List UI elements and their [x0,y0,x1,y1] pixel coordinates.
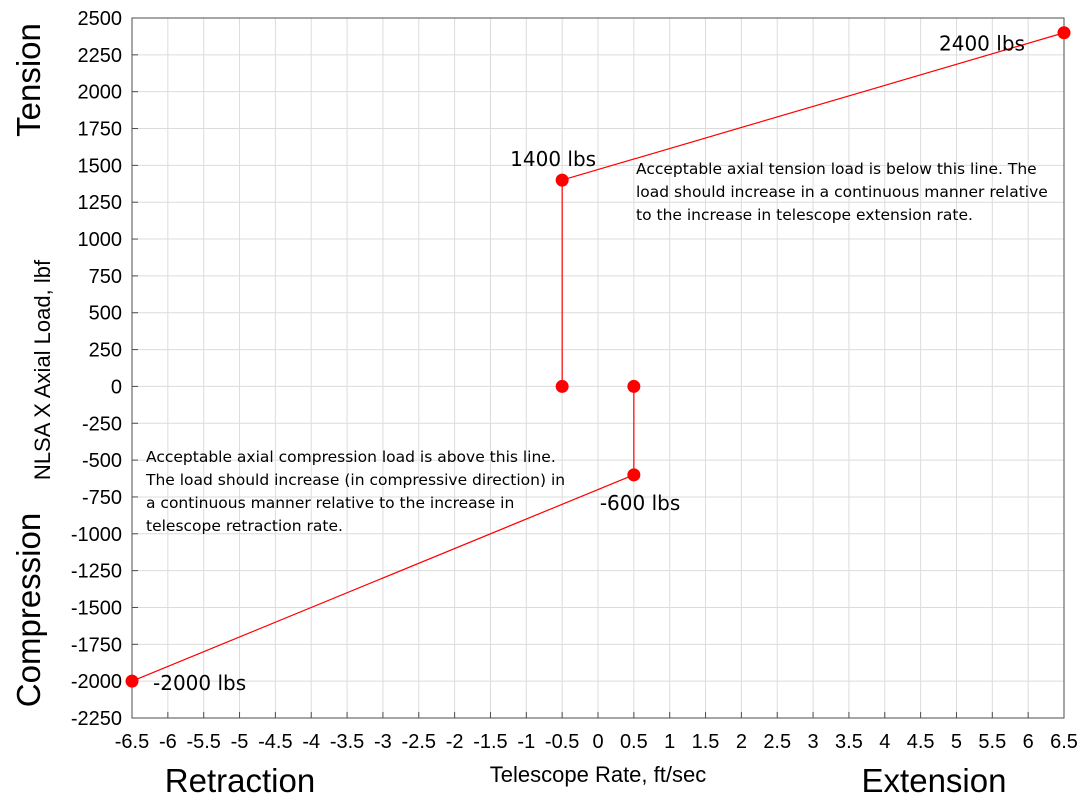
y-axis-label: NLSA X Axial Load, lbf [30,259,55,480]
plot-frame [131,17,1065,719]
annotations: Acceptable axial tension load is below t… [145,160,1048,535]
x-tick-label: -2.5 [402,731,436,753]
annotation-line: The load should increase (in compressive… [145,471,565,489]
x-tick-label: -3 [374,731,392,753]
y-tick-label: 2500 [78,8,123,30]
annotation-line: load should increase in a continuous man… [636,183,1048,201]
x-tick-label: -3.5 [330,731,364,753]
data-point-marker [555,173,569,187]
data-point-marker [627,379,641,393]
x-tick-label: 4 [879,731,890,753]
x-tick-label: -4 [302,731,320,753]
annotation-line: telescope retraction rate. [146,517,343,535]
y-tick-label: 750 [89,266,122,288]
x-tick-label: 6.5 [1050,731,1078,753]
x-tick-label: 6 [1023,731,1034,753]
y-tick-label: -1250 [71,561,122,583]
tension-label: Tension [10,23,47,137]
y-tick-label: 1250 [78,192,123,214]
point-value-label: 1400 lbs [510,147,596,171]
x-tick-label: 2.5 [763,731,791,753]
x-tick-label: 1 [664,731,675,753]
y-tick-label: 0 [111,376,122,398]
y-tick-label: 2000 [78,82,123,104]
x-tick-label: 1.5 [692,731,720,753]
y-tick-label: 2250 [78,45,123,67]
y-tick-label: 500 [89,303,122,325]
y-tick-label: -2000 [71,671,122,693]
x-tick-label: -5 [231,731,249,753]
annotation-line: to the increase in telescope extension r… [636,206,973,224]
tension-annotation: Acceptable axial tension load is below t… [636,160,1048,224]
x-tick-label: -6.5 [115,731,149,753]
x-tick-label: 3 [808,731,819,753]
x-tick-label: 0 [592,731,603,753]
x-tick-label: -4.5 [258,731,292,753]
y-tick-label: -250 [82,413,122,435]
point-value-label: -600 lbs [600,491,680,515]
x-tick-label: -6 [159,731,177,753]
extension-label: Extension [862,762,1007,798]
x-tick-label: -1 [517,731,535,753]
series-layer [125,26,1071,688]
compression-annotation: Acceptable axial compression load is abo… [145,448,565,535]
x-tick-label: 3.5 [835,731,863,753]
annotation-line: Acceptable axial tension load is below t… [636,160,1037,178]
x-tick-label: -2 [446,731,464,753]
y-tick-label: 1500 [78,155,123,177]
x-tick-label: 5 [951,731,962,753]
y-tick-label: -2250 [71,708,122,730]
x-tick-label: -0.5 [545,731,579,753]
data-point-marker [125,674,139,688]
point-value-label: 2400 lbs [939,32,1025,56]
annotation-line: a continuous manner relative to the incr… [146,494,514,512]
retraction-label: Retraction [165,762,315,798]
annotation-line: Acceptable axial compression load is abo… [146,448,556,466]
compression-label: Compression [10,513,47,707]
y-tick-label: 1000 [78,229,123,251]
x-tick-label: -5.5 [186,731,220,753]
y-tick-label: -1000 [71,524,122,546]
y-tick-label: -1750 [71,634,122,656]
grid [131,17,1065,719]
x-tick-label: 5.5 [978,731,1006,753]
y-tick-label: 1750 [78,119,123,141]
data-point-marker [1057,26,1071,40]
point-labels: 2400 lbs 1400 lbs -600 lbs -2000 lbs [153,32,1025,695]
y-tick-label: -1500 [71,597,122,619]
x-tick-label: -1.5 [473,731,507,753]
x-tick-label: 0.5 [620,731,648,753]
y-tick-label: -750 [82,487,122,509]
data-point-marker [627,468,641,482]
x-tick-label: 4.5 [907,731,935,753]
x-tick-label: 2 [736,731,747,753]
y-tick-label: 250 [89,340,122,362]
data-point-marker [555,379,569,393]
x-axis-label: Telescope Rate, ft/sec [490,762,706,787]
y-tick-label: -500 [82,450,122,472]
point-value-label: -2000 lbs [153,671,246,695]
tick-labels: -6.5 -6 -5.5 -5 -4.5 -4 -3.5 -3 -2.5 -2 -1.5 -1 -0.5… [71,8,1078,753]
